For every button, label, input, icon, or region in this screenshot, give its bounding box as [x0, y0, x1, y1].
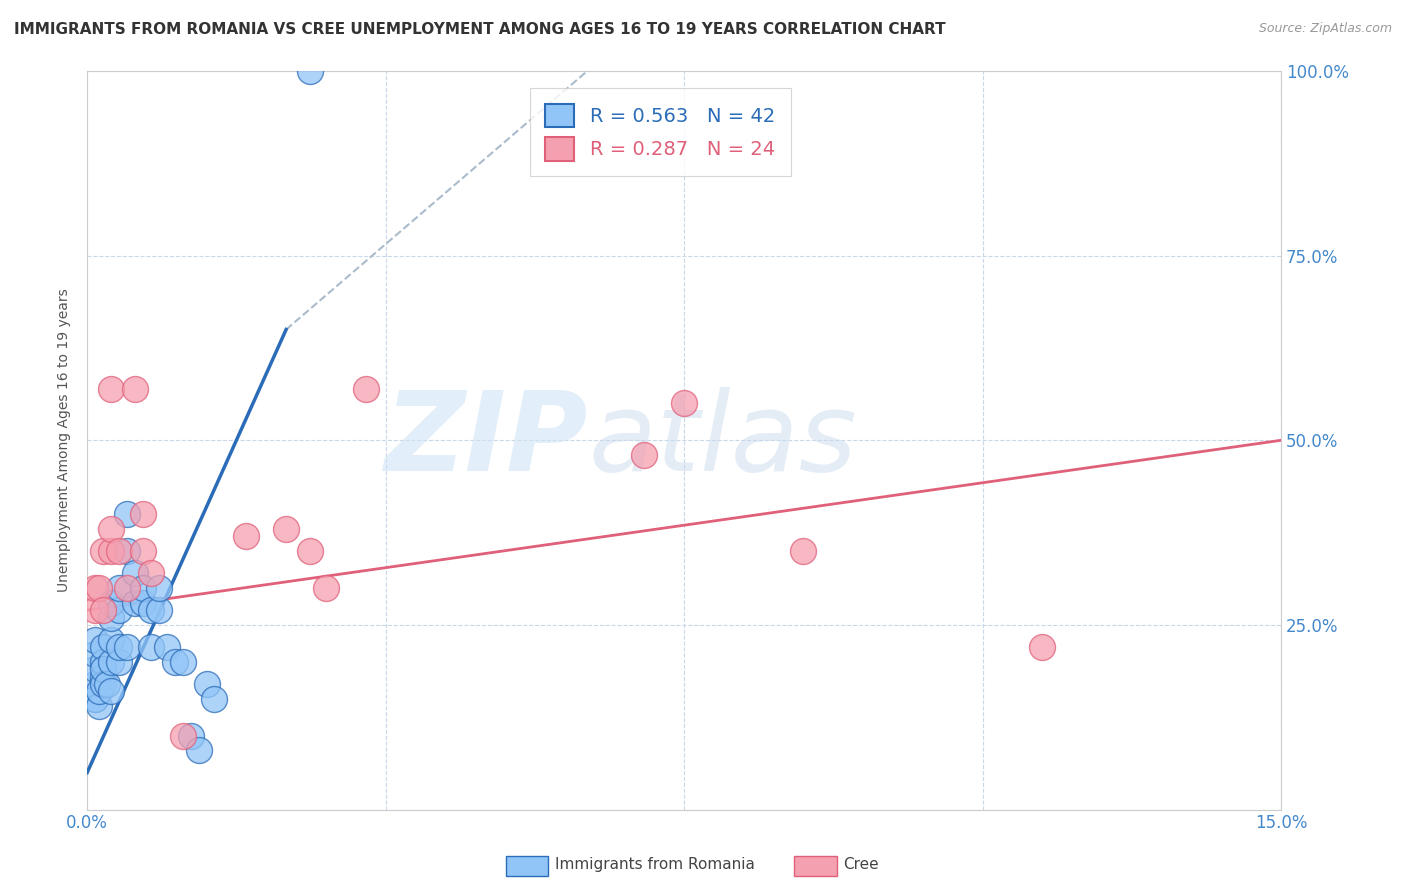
Point — [84, 691, 107, 706]
Point — [84, 581, 107, 595]
Point — [84, 632, 107, 647]
Point — [115, 640, 138, 654]
Point — [354, 382, 377, 396]
Point — [100, 544, 122, 558]
Point — [115, 544, 138, 558]
Point — [139, 640, 162, 654]
Point — [163, 655, 186, 669]
Point — [298, 544, 321, 558]
Point — [315, 581, 337, 595]
Text: IMMIGRANTS FROM ROMANIA VS CREE UNEMPLOYMENT AMONG AGES 16 TO 19 YEARS CORRELATI: IMMIGRANTS FROM ROMANIA VS CREE UNEMPLOY… — [14, 22, 946, 37]
Text: Source: ZipAtlas.com: Source: ZipAtlas.com — [1258, 22, 1392, 36]
Point — [172, 729, 194, 743]
Point — [91, 603, 114, 617]
Point — [148, 603, 170, 617]
Legend: R = 0.563   N = 42, R = 0.287   N = 24: R = 0.563 N = 42, R = 0.287 N = 24 — [530, 88, 790, 177]
Text: ZIP: ZIP — [385, 387, 589, 494]
Point — [91, 662, 114, 676]
Point — [115, 507, 138, 521]
Point — [100, 655, 122, 669]
Point — [204, 691, 226, 706]
Point — [84, 677, 107, 691]
Point — [84, 603, 107, 617]
Point — [84, 691, 107, 706]
Point — [91, 544, 114, 558]
Point — [108, 544, 131, 558]
Point — [172, 655, 194, 669]
Point — [298, 64, 321, 78]
Point — [84, 648, 107, 662]
Point — [108, 581, 131, 595]
Point — [84, 662, 107, 676]
Point — [91, 640, 114, 654]
Point — [673, 396, 696, 410]
Point — [180, 729, 202, 743]
Point — [91, 655, 114, 669]
Point — [87, 699, 110, 714]
Point — [633, 448, 655, 462]
Point — [1031, 640, 1053, 654]
Point — [100, 632, 122, 647]
Point — [124, 382, 146, 396]
Point — [132, 544, 155, 558]
Text: Immigrants from Romania: Immigrants from Romania — [555, 857, 755, 872]
Point — [132, 507, 155, 521]
Point — [108, 640, 131, 654]
Point — [96, 677, 118, 691]
Point — [156, 640, 179, 654]
Point — [100, 684, 122, 698]
Text: atlas: atlas — [589, 387, 858, 494]
Y-axis label: Unemployment Among Ages 16 to 19 years: Unemployment Among Ages 16 to 19 years — [58, 288, 72, 592]
Point — [195, 677, 218, 691]
Text: Cree: Cree — [844, 857, 879, 872]
Point — [87, 684, 110, 698]
Point — [792, 544, 814, 558]
Point — [274, 522, 297, 536]
Point — [235, 529, 257, 543]
Point — [100, 382, 122, 396]
Point — [132, 596, 155, 610]
Point — [100, 596, 122, 610]
Point — [124, 596, 146, 610]
Point — [108, 603, 131, 617]
Point — [100, 522, 122, 536]
Point — [91, 670, 114, 684]
Point — [91, 677, 114, 691]
Point — [148, 581, 170, 595]
Point — [132, 581, 155, 595]
Point — [124, 566, 146, 581]
Point — [100, 610, 122, 624]
Point — [139, 566, 162, 581]
Point — [108, 655, 131, 669]
Point — [87, 581, 110, 595]
Point — [115, 581, 138, 595]
Point — [187, 743, 209, 757]
Point — [139, 603, 162, 617]
